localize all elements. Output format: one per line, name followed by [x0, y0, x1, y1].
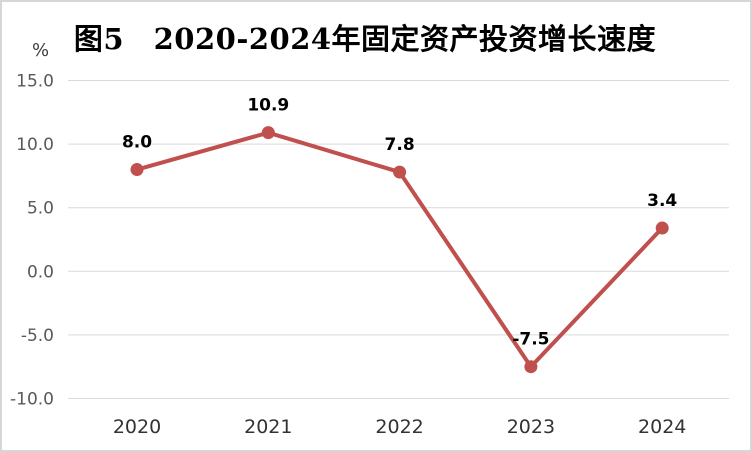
x-tick-label: 2022 [375, 416, 423, 438]
y-tick-label: 10.0 [16, 135, 54, 155]
x-tick-label: 2020 [113, 416, 161, 438]
data-point-marker [393, 165, 407, 179]
data-point-label: -7.5 [512, 330, 549, 350]
data-point-label: 8.0 [122, 133, 152, 153]
data-point-marker [524, 360, 538, 374]
data-point-marker [261, 126, 275, 140]
y-tick-label: -10.0 [10, 390, 54, 410]
chart-title: 图5 2020-2024年固定资产投资增长速度 [73, 22, 657, 56]
data-point-label: 10.9 [247, 96, 289, 116]
x-tick-label: 2023 [507, 416, 555, 438]
data-point-label: 7.8 [385, 135, 415, 155]
x-tick-label: 2021 [244, 416, 292, 438]
data-point-label: 3.4 [647, 191, 677, 211]
y-tick-label: -5.0 [21, 326, 54, 346]
y-axis-unit-label: % [32, 40, 50, 61]
y-tick-label: 0.0 [27, 262, 54, 282]
data-point-marker [130, 163, 144, 177]
x-tick-label: 2024 [638, 416, 686, 438]
y-tick-label: 15.0 [16, 72, 54, 92]
y-tick-label: 5.0 [27, 199, 54, 219]
data-point-marker [655, 221, 669, 235]
